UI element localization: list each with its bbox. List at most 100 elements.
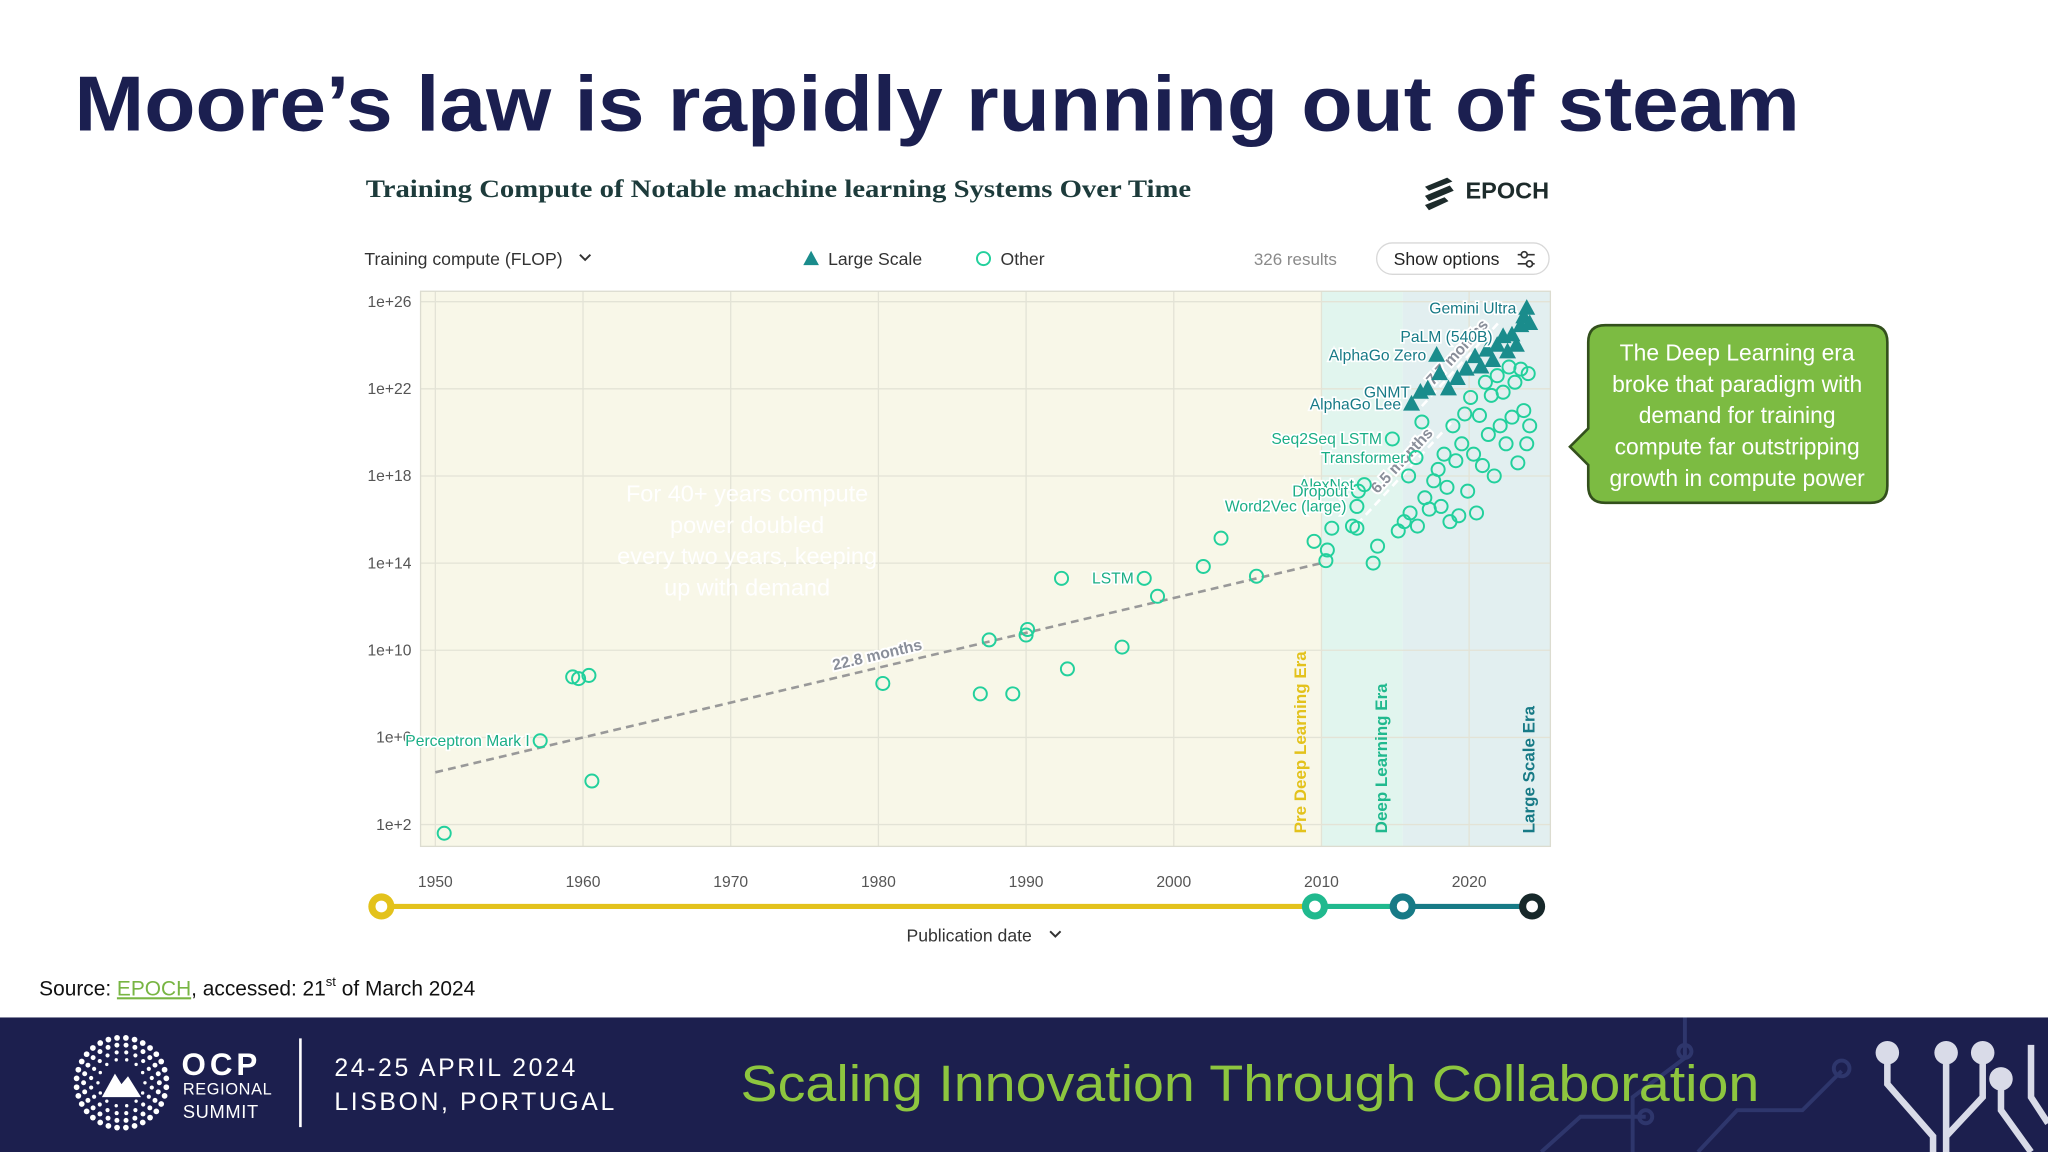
logo-dot [146,1094,151,1099]
chevron [579,254,592,262]
logo-dot [90,1055,96,1061]
timeline-handle-inner [1396,900,1409,913]
x-tick-label: 2000 [1156,874,1191,891]
logo-dot [105,1108,110,1113]
source-link[interactable]: EPOCH [117,977,191,1000]
circle-point [584,773,600,789]
circle-point [1507,374,1523,390]
x-tick-label: 1950 [418,874,453,891]
trend-line [435,561,1322,774]
triangle-point [1499,342,1517,359]
logo-dot [132,1115,138,1121]
logo-dot [161,1066,168,1073]
x-tick-label: 1960 [566,874,601,891]
logo-dot [114,1058,118,1062]
logo-dot [131,1036,138,1043]
circle-point [1495,384,1511,400]
logo-dot [124,1111,129,1116]
logo-dot [147,1055,153,1061]
callout-texts: For 40+ years compute power doubled every … [617,339,1865,600]
triangle-point [1419,379,1437,396]
callout-text: every two years, keeping [617,543,877,569]
plot-frame [419,290,1552,848]
callout-text: power doubled [670,512,824,538]
logo-dot [97,1058,102,1064]
x-selector[interactable]: Publication date [906,926,1062,946]
logo-dot [133,1108,138,1113]
results-count: 326 results [1254,250,1337,269]
logo-dot [147,1105,153,1111]
logo-dot [158,1058,165,1065]
circle-point [1519,436,1535,452]
source-middle: , accessed: 21 [191,977,326,1000]
logo-dot [89,1075,94,1081]
circle-point [1520,366,1536,382]
circle-point [1150,588,1166,604]
button-label[interactable]: Show options [1394,249,1500,269]
y-tick-label: 1e+22 [367,381,411,398]
logo-dot [163,1075,170,1082]
logo-dot [97,1049,103,1055]
logo-dot [85,1097,91,1103]
y-tick-label: 1e+26 [367,294,411,311]
logo-dot [139,1040,146,1046]
circle-point [1439,479,1455,495]
triangle-point [1507,336,1525,352]
event-date: 24-25 APRIL 2024 [334,1055,578,1082]
circle-point [1408,450,1424,466]
circle-point [1213,530,1229,546]
logo-dot [105,1123,112,1129]
logo-dot [75,1092,82,1099]
logo-dot [134,1099,138,1103]
logo-dot [90,1045,96,1051]
logo-dot [81,1080,87,1086]
era-background [420,291,1322,847]
circle-point [1433,498,1449,514]
brand: EPOCH [1465,178,1549,204]
brand-icon [1424,177,1454,211]
logo-dot [90,1105,96,1111]
circle-point [1349,498,1365,514]
options-button[interactable]: Show options [1375,242,1550,275]
logo-line: REGIONAL [183,1081,273,1099]
circle-point [1513,361,1529,377]
circle-point [1474,458,1490,474]
logo-dot [152,1062,158,1068]
circle-point [1430,461,1446,477]
y-selector-label[interactable]: Training compute (FLOP) [364,249,562,269]
x-tick-label: 1970 [713,874,748,891]
y-tick-label: 1e+2 [376,817,411,834]
callout-box [1568,323,1889,505]
logo-dot [105,1036,112,1043]
triangle-point [1472,357,1490,374]
circle-point [1401,468,1417,484]
x-tick-label: 2020 [1452,874,1487,891]
circle-point [875,675,891,691]
point-label: PaLM (540B) [1400,329,1492,346]
point-label: AlphaGo Lee [1310,396,1402,413]
timeline-handle-inner [1526,900,1538,913]
callout-text: For 40+ years compute [626,481,868,507]
logo-dot [153,1108,160,1115]
logo-dot [97,1102,102,1107]
button-frame[interactable] [1375,242,1550,275]
point-label: GNMT [1364,384,1411,401]
source-suffix: of March 2024 [336,977,475,1000]
circle-point [436,825,452,841]
logo-dot [147,1114,153,1121]
logo-dot [114,1124,120,1131]
logo-dot [125,1103,129,1108]
tagline: Scaling Innovation Through Collaboration [741,1055,1760,1112]
circle-point [1350,483,1366,499]
y-selector[interactable]: Training compute (FLOP) [364,249,592,269]
point-label: AlphaGo Zero [1329,347,1427,364]
circle-point [1445,418,1461,434]
point-label: Transformer [1321,450,1406,467]
point-label: Perceptron Mark I [405,733,529,750]
circle-point [1054,570,1070,586]
logo-dot [125,1058,129,1062]
point-label: Seq2Seq LSTM [1271,431,1382,448]
x-axis-label[interactable]: Publication date [906,926,1032,946]
event-place: LISBON, PORTUGAL [334,1089,616,1116]
trend-line [1355,418,1456,526]
